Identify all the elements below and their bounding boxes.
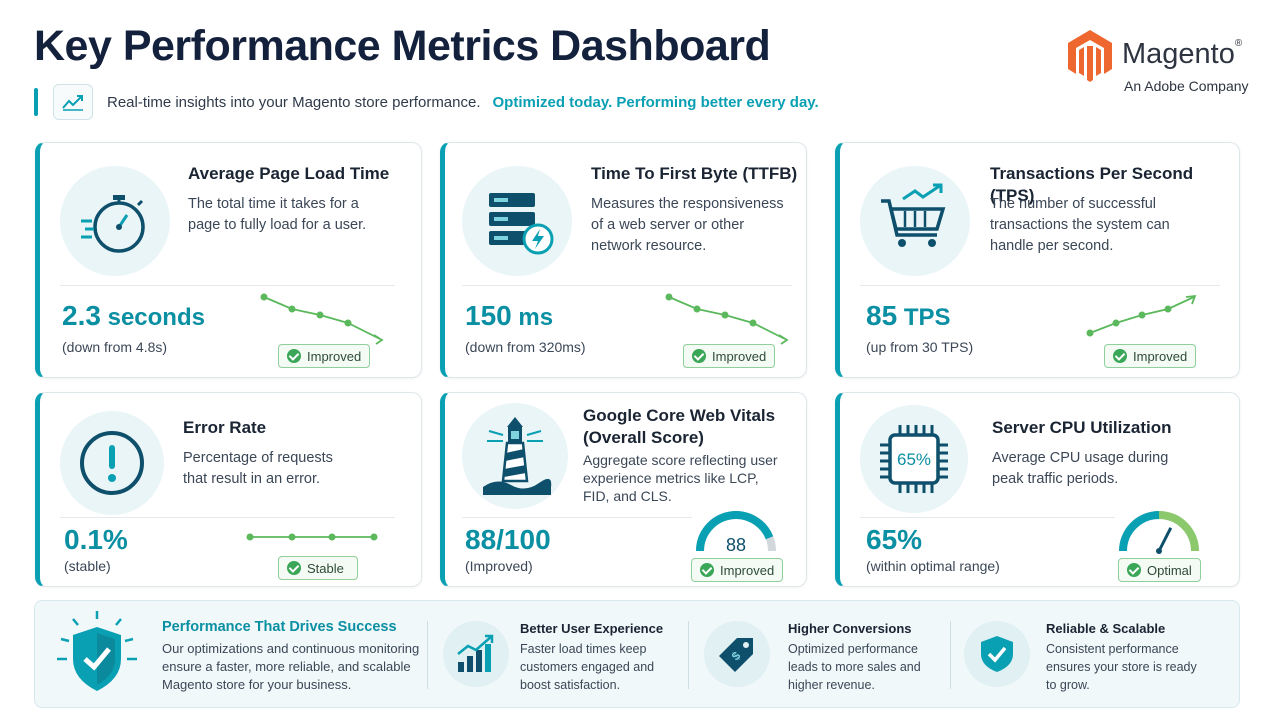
footer-main: Performance That Drives Success Our opti…	[35, 601, 425, 709]
subtitle-text: Real-time insights into your Magento sto…	[107, 93, 481, 111]
status-badge: Improved	[683, 344, 776, 368]
status-badge: Optimal	[1118, 558, 1201, 582]
brand-name: Magento®	[1122, 38, 1243, 70]
sparkline-down	[260, 293, 384, 345]
footer-divider	[427, 621, 428, 689]
cart-trend-icon	[860, 166, 970, 276]
divider	[462, 285, 792, 286]
metric-note: (within optimal range)	[866, 558, 1000, 574]
cpu-chip-icon: 65%	[860, 405, 968, 513]
brand-tagline: An Adobe Company	[1124, 78, 1249, 94]
card-title: Time To First Byte (TTFB)	[591, 164, 798, 183]
status-badge: Improved	[691, 558, 784, 582]
footer-item-title: Higher Conversions	[788, 621, 912, 636]
status-badge: Stable	[278, 556, 358, 580]
footer-item-description: Consistent performance ensures your store…	[1046, 642, 1197, 692]
exclamation-circle-icon	[60, 411, 164, 515]
shield-check-icon	[964, 621, 1030, 687]
check-icon	[287, 561, 301, 575]
card-description: Measures the responsiveness of a web serv…	[591, 196, 784, 254]
metric-note: (up from 30 TPS)	[866, 339, 974, 355]
check-icon	[1113, 349, 1127, 363]
card-title: Error Rate	[183, 418, 267, 437]
footer-main-title: Performance That Drives Success	[162, 619, 397, 635]
price-tag-icon: $	[704, 621, 770, 687]
card-description: Percentage of requests that result in an …	[183, 450, 333, 487]
metric-value: 150 ms	[465, 300, 554, 331]
score-gauge: 88	[696, 511, 776, 555]
metric-note: (Improved)	[465, 558, 533, 574]
stopwatch-icon	[60, 166, 170, 276]
divider	[60, 285, 395, 286]
sparkline-flat	[246, 533, 378, 541]
footer-item-ux: Better User Experience Faster load times…	[429, 601, 687, 709]
accent-bar	[34, 88, 38, 116]
footer-item-description: Optimized performance leads to more sales…	[788, 642, 921, 692]
subtitle-accent: Optimized today. Performing better every…	[492, 93, 819, 111]
metric-card-error-rate: Error Rate Percentage of requests that re…	[35, 392, 422, 587]
metric-value: 85 TPS	[866, 300, 951, 331]
brand-logo: Magento® An Adobe Company	[1066, 28, 1256, 98]
metric-value: 2.3 seconds	[62, 300, 205, 331]
subtitle-bar: Real-time insights into your Magento sto…	[34, 84, 854, 120]
trend-icon	[53, 84, 93, 120]
card-description: Aggregate score reflecting user experienc…	[583, 452, 778, 504]
card-title: Google Core Web Vitals (Overall Score)	[583, 406, 776, 447]
metric-card-ttfb: Time To First Byte (TTFB) Measures the r…	[440, 142, 807, 378]
divider	[462, 517, 692, 518]
lighthouse-icon	[462, 403, 568, 509]
card-title: Server CPU Utilization	[992, 418, 1172, 437]
footer-item-reliable: Reliable & Scalable Consistent performan…	[952, 601, 1241, 709]
divider	[60, 517, 395, 518]
card-description: The number of successful transactions the…	[990, 196, 1170, 254]
footer-divider	[688, 621, 689, 689]
card-description: The total time it takes for a page to ful…	[188, 196, 367, 233]
server-bolt-icon	[462, 166, 572, 276]
card-title: Transactions Per Second (TPS)	[990, 164, 1194, 205]
card-description: Average CPU usage during peak traffic per…	[992, 450, 1169, 487]
status-badge: Improved	[1104, 344, 1197, 368]
footer-item-title: Reliable & Scalable	[1046, 621, 1166, 636]
status-badge: Improved	[278, 344, 371, 368]
metric-note: (stable)	[64, 558, 111, 574]
footer-item-description: Faster load times keep customers engaged …	[520, 642, 655, 692]
metric-value: 88/100	[465, 524, 551, 555]
page-title: Key Performance Metrics Dashboard	[34, 22, 771, 70]
utilization-gauge	[1119, 511, 1199, 554]
check-icon	[692, 349, 706, 363]
sparkline-up	[1086, 294, 1197, 337]
metric-value: 65%	[866, 524, 923, 555]
footer-main-description: Our optimizations and continuous monitor…	[162, 641, 420, 692]
magento-logo-icon	[1068, 30, 1112, 82]
check-icon	[287, 349, 301, 363]
metric-card-tps: Transactions Per Second (TPS) The number…	[835, 142, 1240, 378]
metric-note: (down from 4.8s)	[62, 339, 168, 355]
check-icon	[1127, 563, 1141, 577]
divider	[860, 285, 1220, 286]
check-icon	[700, 563, 714, 577]
card-title: Average Page Load Time	[188, 164, 390, 183]
footer-divider	[950, 621, 951, 689]
gauge-value: 88	[726, 535, 746, 555]
sparkline-down	[665, 293, 789, 345]
divider	[860, 517, 1115, 518]
metric-value: 0.1%	[64, 524, 128, 555]
chip-label: 65%	[897, 450, 931, 469]
metric-note: (down from 320ms)	[465, 339, 586, 355]
metric-card-cpu-utilization: 65% Server CPU Utilization Average CPU u…	[835, 392, 1240, 587]
metric-card-page-load: Average Page Load Time The total time it…	[35, 142, 422, 378]
metric-card-core-web-vitals: Google Core Web Vitals (Overall Score) Ag…	[440, 392, 807, 587]
bar-chart-growth-icon	[443, 621, 509, 687]
footer-banner: Performance That Drives Success Our opti…	[34, 600, 1240, 708]
footer-item-conversions: $ Higher Conversions Optimized performan…	[690, 601, 950, 709]
footer-item-title: Better User Experience	[520, 621, 664, 636]
shield-check-icon	[57, 611, 137, 691]
